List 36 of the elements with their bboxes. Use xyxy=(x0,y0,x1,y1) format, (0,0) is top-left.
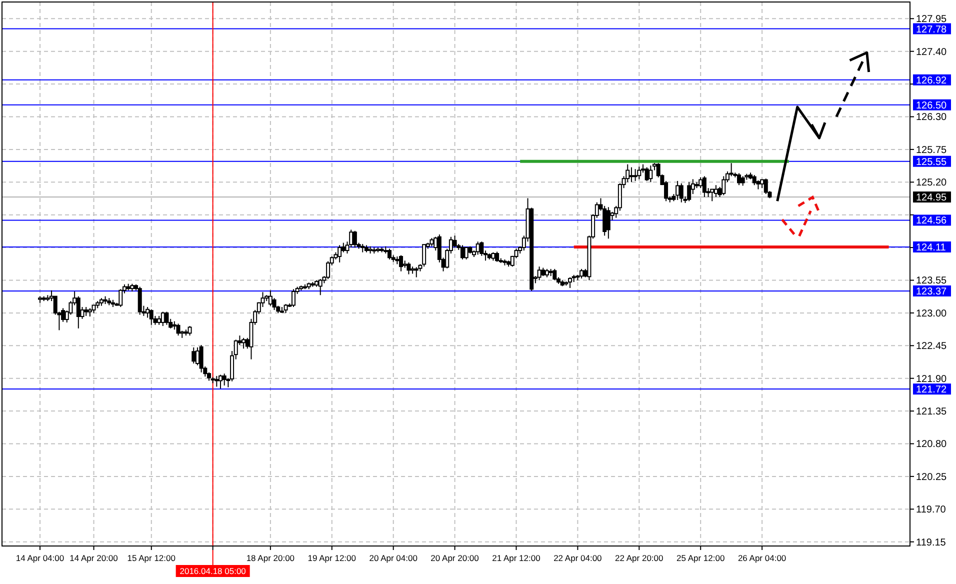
x-tick-label: 21 Apr 12:00 xyxy=(492,553,541,563)
y-tick-label: 122.45 xyxy=(916,341,948,352)
y-tick-label: 123.00 xyxy=(916,308,948,320)
x-tick-label: 22 Apr 04:00 xyxy=(554,553,602,563)
x-tick-label: 14 Apr 20:00 xyxy=(70,553,118,563)
ref-line-label: 126.92 xyxy=(916,75,948,86)
x-tick-label: 15 Apr 12:00 xyxy=(127,553,176,563)
y-tick-label: 120.80 xyxy=(916,439,948,450)
x-tick-label: 18 Apr 20:00 xyxy=(246,553,295,563)
x-tick-label: 25 Apr 12:00 xyxy=(676,553,725,563)
x-tick-label: 22 Apr 20:00 xyxy=(615,553,664,563)
y-tick-label: 119.15 xyxy=(916,537,946,548)
ref-line-label: 121.72 xyxy=(916,384,948,396)
ref-line-label: 127.78 xyxy=(916,24,948,36)
y-tick-label: 126.30 xyxy=(916,112,948,124)
y-tick-label: 125.75 xyxy=(916,144,948,156)
x-tick-label: 20 Apr 04:00 xyxy=(369,553,418,563)
y-tick-label: 127.95 xyxy=(916,14,948,26)
ref-line-label: 125.55 xyxy=(916,156,948,168)
y-tick-label: 119.70 xyxy=(916,504,946,516)
ref-line-label: 123.37 xyxy=(916,286,948,298)
x-tick-label: 19 Apr 12:00 xyxy=(308,553,356,563)
y-tick-label: 123.55 xyxy=(916,276,948,287)
y-tick-label: 120.25 xyxy=(916,472,948,483)
x-tick-label: 14 Apr 04:00 xyxy=(16,553,64,563)
y-tick-label: 121.35 xyxy=(916,406,948,418)
y-tick-label: 121.90 xyxy=(916,374,948,385)
ref-line-label: 124.11 xyxy=(916,242,946,254)
y-tick-label: 125.20 xyxy=(916,178,948,189)
ref-line-label: 124.95 xyxy=(916,192,948,204)
ref-line-label: 126.50 xyxy=(916,100,948,112)
x-tick-label: 2016.04.18 05:00 xyxy=(180,566,246,576)
x-tick-label: 20 Apr 20:00 xyxy=(430,553,480,563)
x-tick-label: 26 Apr 04:00 xyxy=(738,553,786,563)
y-tick-label: 127.40 xyxy=(916,46,948,58)
ref-line-label: 124.56 xyxy=(916,216,948,227)
